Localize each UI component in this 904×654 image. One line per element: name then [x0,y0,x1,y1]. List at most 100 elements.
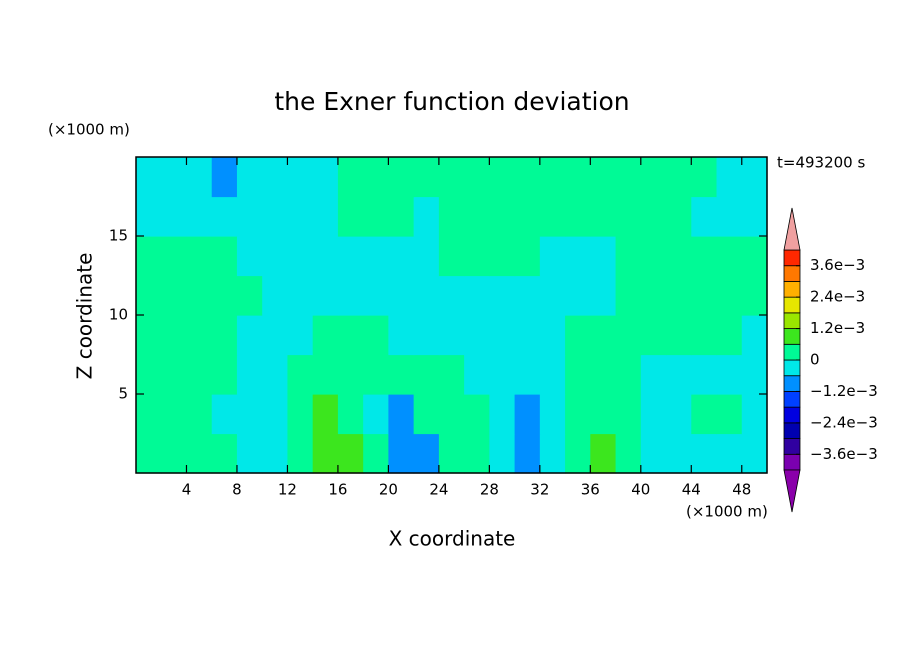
field-cell [413,196,440,237]
field-cell [236,236,263,277]
field-cell [136,433,162,474]
field-cell [337,394,364,435]
colorbar-box [783,375,801,392]
field-cell [262,315,289,356]
field-cell [186,196,213,237]
chart-title: the Exner function deviation [274,87,629,116]
field-cell [161,157,188,198]
field-cell [514,157,541,198]
field-cell [312,315,339,356]
field-cell [413,275,440,316]
field-cell [464,196,490,237]
colorbar-box [783,453,801,471]
field-cell [262,275,289,316]
field-cell [438,157,465,198]
colorbar-label: 1.2e−3 [810,319,865,337]
field-cell [287,157,314,198]
field-cell [388,196,415,237]
x-tick-label: 20 [379,481,398,499]
field-cell [388,275,415,316]
field-cell [413,157,440,198]
field-cell [590,433,617,474]
field-cell [741,433,768,474]
x-tick-label: 44 [682,481,701,499]
y-tick-label: 10 [109,306,128,324]
field-cell [287,354,314,395]
field-cell [413,236,440,277]
field-cell [287,196,314,237]
field-cell [136,315,162,356]
field-cell [388,394,415,435]
field-cell [464,354,490,395]
field-cell [615,394,642,435]
field-cell [539,433,566,474]
field-cell [236,394,263,435]
colorbar-box [783,391,801,408]
field-cell [161,394,188,435]
field-cell [337,157,364,198]
field-cell [262,394,289,435]
colorbar-box [783,343,801,361]
colorbar-box [783,265,801,282]
field-cell [337,236,364,277]
field-cell [539,157,566,198]
field-cell [640,394,667,435]
colorbar-label: 0 [810,351,820,369]
field-cell [666,157,692,198]
field-cell [262,236,289,277]
field-cell [691,433,718,474]
field-cell [363,433,389,474]
x-tick-label: 28 [480,481,499,499]
field-cell [615,354,642,395]
field-cell [464,275,490,316]
field-cell [438,354,465,395]
colorbar-box [783,359,801,377]
field-cell [186,394,213,435]
field-cell [363,275,389,316]
field-cell [514,315,541,356]
field-cell [363,354,389,395]
field-cell [489,433,516,474]
field-cell [413,394,440,435]
field-cell [539,354,566,395]
field-cell [489,157,516,198]
field-cell [590,354,617,395]
y-axis-label: Z coordinate [73,253,97,380]
field-cell [312,157,339,198]
field-cell [514,394,541,435]
field-cell [211,157,238,198]
colorbar-label: 3.6e−3 [810,256,865,274]
x-tick-label: 40 [631,481,650,499]
field-cell [565,236,591,277]
field-cell [211,433,238,474]
field-cell [691,275,718,316]
field-cell [741,354,768,395]
field-cell [211,315,238,356]
field-cell [615,315,642,356]
field-cell [691,354,718,395]
colorbar-under [783,469,801,513]
field-cell [388,354,415,395]
field-cell [489,354,516,395]
field-cell [262,354,289,395]
field-cell [716,315,743,356]
field-cell [337,196,364,237]
field-cell [363,394,389,435]
field-cell [640,275,667,316]
field-cell [565,157,591,198]
x-tick-label: 8 [232,481,242,499]
field-cell [565,394,591,435]
field-cell [363,196,389,237]
field-cell [539,236,566,277]
field-cell [666,196,692,237]
field-cell [262,433,289,474]
field-cell [413,433,440,474]
field-cell [640,315,667,356]
field-cell [186,354,213,395]
x-tick-label: 32 [530,481,549,499]
field-cell [716,394,743,435]
field-cell [716,433,743,474]
field-cell [489,394,516,435]
field-cell [287,315,314,356]
